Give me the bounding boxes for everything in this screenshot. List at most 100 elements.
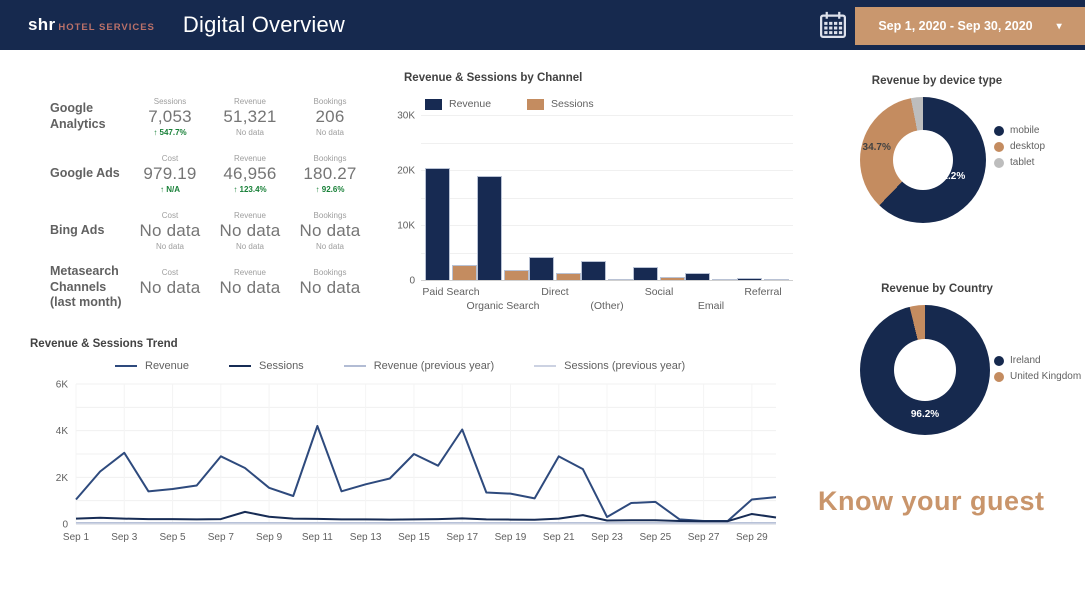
legend-label: Revenue — [145, 360, 190, 372]
metric-delta — [290, 299, 370, 308]
metric-label: Cost — [161, 267, 179, 277]
shr-logo: shr HOTEL SERVICES — [28, 15, 155, 35]
legend-label: Sessions (previous year) — [564, 360, 686, 372]
calendar-icon[interactable] — [818, 10, 848, 40]
legend-swatch — [425, 98, 442, 110]
bar-revenue[interactable] — [529, 256, 554, 280]
metric-label: Bookings — [313, 267, 347, 277]
metric-label: Sessions — [153, 96, 187, 106]
legend-dot — [994, 141, 1004, 152]
donut-ring[interactable]: 96.2% — [860, 305, 990, 435]
metric-row-name: Metasearch Channels (last month) — [50, 264, 122, 310]
metric-scorecard: Revenue 46,956 ↑ 123.4% — [210, 154, 290, 194]
metric-delta — [210, 299, 290, 308]
legend-item: Revenue (previous year) — [343, 360, 495, 372]
legend-label: Ireland — [1010, 355, 1041, 366]
metric-delta: No data — [315, 241, 345, 251]
country-donut-legend: Ireland United Kingdom — [994, 355, 1081, 382]
metric-delta: ↑ 92.6% — [315, 184, 345, 194]
bar-sessions[interactable] — [764, 279, 789, 280]
metric-scorecard: Cost 979.19 ↑ N/A — [130, 154, 210, 194]
bar-sessions[interactable] — [452, 264, 477, 280]
legend-dot — [994, 355, 1004, 366]
bar-revenue[interactable] — [685, 273, 710, 280]
metric-scorecard: Revenue No data No data — [210, 211, 290, 251]
bar-group-social — [633, 116, 685, 280]
bar-sessions[interactable] — [608, 279, 633, 280]
page-title: Digital Overview — [182, 12, 346, 37]
x-tick-label: Direct — [541, 286, 569, 298]
metric-value: 180.27 — [303, 163, 357, 183]
metric-value: No data — [219, 277, 281, 297]
header-bar: shr HOTEL SERVICES Digital Overview Sep … — [0, 0, 1085, 50]
bar-revenue[interactable] — [477, 176, 502, 280]
y-tick-label: 0 — [409, 275, 415, 287]
metric-scorecard: Sessions 7,053 ↑ 547.7% — [130, 97, 210, 137]
legend-item: Sessions (previous year) — [534, 360, 685, 372]
trend-line-svg[interactable]: 0 2K 4K 6K Sep 1 Sep 3 Sep 5 Sep 7 Sep 9 Sep 11 Se… — [30, 376, 788, 548]
bar-revenue[interactable] — [737, 278, 762, 280]
metric-value: 979.19 — [143, 163, 197, 183]
metric-scorecard: Bookings No data No data — [290, 211, 370, 251]
gridline — [421, 115, 793, 116]
x-tick-label: Sep 1 — [63, 532, 90, 543]
legend-label: Revenue (previous year) — [373, 360, 495, 372]
chart-title: Revenue & Sessions Trend — [30, 338, 178, 350]
bar-sessions[interactable] — [660, 277, 685, 280]
metric-label: Cost — [161, 210, 179, 220]
trend-line-sessions[interactable] — [75, 510, 777, 523]
metric-row: Metasearch Channels (last month) Cost No d… — [30, 259, 380, 316]
metric-row: Bing Ads Cost No data No data Revenue No data… — [30, 202, 380, 259]
bar-revenue[interactable] — [425, 168, 450, 280]
bar-sessions[interactable] — [504, 269, 529, 280]
donut-hole — [894, 339, 956, 401]
donut-ring[interactable]: 62.2% 34.7% — [860, 97, 986, 223]
revenue-by-country-chart: Revenue by Country 96.2% Ireland United K… — [842, 283, 1085, 435]
channel-metrics-panel: Google Analytics Sessions 7,053 ↑ 547.7% Rev… — [30, 88, 380, 316]
x-tick-label: Paid Search — [422, 286, 480, 298]
x-tick-label: Sep 29 — [736, 532, 768, 543]
bar-sessions[interactable] — [556, 273, 581, 280]
metric-row: Google Ads Cost 979.19 ↑ N/A Revenue 46,956 ↑ … — [30, 145, 380, 202]
metric-scorecard: Bookings No data — [290, 268, 370, 308]
x-tick-label: Sep 11 — [302, 532, 333, 543]
legend-line-swatch — [343, 364, 366, 368]
metric-label: Revenue — [233, 96, 267, 106]
metric-row: Google Analytics Sessions 7,053 ↑ 547.7% Rev… — [30, 88, 380, 145]
date-range-selector[interactable]: Sep 1, 2020 - Sep 30, 2020 ▾ — [855, 7, 1085, 45]
x-tick-label: Sep 5 — [159, 532, 186, 543]
metric-value: 46,956 — [223, 163, 277, 183]
legend-item: mobile — [994, 125, 1045, 136]
legend-dot — [994, 157, 1004, 168]
metric-value: No data — [139, 277, 201, 297]
bar-sessions[interactable] — [712, 279, 737, 280]
bar-group-paid-search — [425, 116, 477, 280]
x-tick-label: Referral — [744, 286, 782, 298]
bar-group-organic-search — [477, 116, 529, 280]
gridline — [421, 252, 793, 254]
metric-value: 51,321 — [223, 106, 277, 126]
legend-item: Revenue — [425, 98, 491, 110]
bar-revenue[interactable] — [581, 261, 606, 280]
x-tick-label: (Other) — [590, 300, 624, 312]
legend-item: Revenue — [115, 360, 189, 372]
donut-hole — [893, 130, 953, 190]
revenue-sessions-trend-chart: Revenue & Sessions Trend Revenue Sessions… — [30, 338, 800, 548]
revenue-sessions-by-channel-chart: Revenue & Sessions by Channel Revenue Ses… — [393, 72, 803, 318]
logo-secondary: HOTEL SERVICES — [58, 22, 155, 33]
legend-line-swatch — [115, 364, 137, 368]
tagline: Know your guest — [818, 486, 1045, 516]
x-axis-line — [421, 280, 793, 281]
gridline — [421, 142, 793, 144]
metric-value: 7,053 — [148, 106, 192, 126]
legend-label: mobile — [1010, 125, 1040, 136]
metric-delta: ↑ 123.4% — [233, 184, 267, 194]
metric-value: No data — [299, 220, 361, 240]
metric-label: Revenue — [233, 267, 267, 277]
trend-line-revenue[interactable] — [75, 425, 777, 522]
legend-label: Sessions — [551, 98, 594, 110]
y-tick-label: 10K — [397, 220, 415, 232]
bar-revenue[interactable] — [633, 267, 658, 280]
gridline — [421, 170, 793, 171]
